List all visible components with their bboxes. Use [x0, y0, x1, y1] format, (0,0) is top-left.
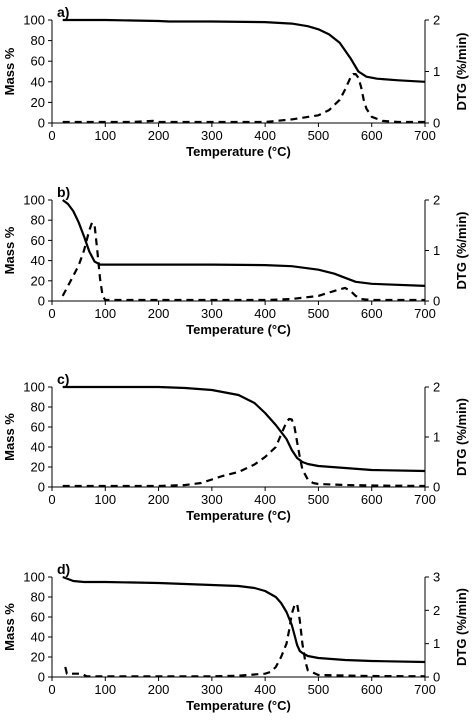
y-left-tick-label: 0 [38, 116, 45, 131]
x-tick-label: 100 [94, 306, 116, 321]
x-tick-label: 300 [201, 306, 223, 321]
y-left-tick-label: 100 [23, 570, 45, 585]
panel-label: a) [57, 4, 69, 20]
y-right-tick-label: 2 [433, 603, 440, 618]
y-left-tick-label: 40 [31, 630, 45, 645]
y-left-tick-label: 20 [31, 95, 45, 110]
y-left-tick-label: 20 [31, 650, 45, 665]
y-left-axis-title: Mass % [2, 413, 17, 461]
y-right-tick-label: 1 [433, 243, 440, 258]
x-axis-title: Temperature (°C) [186, 698, 291, 713]
y-left-tick-label: 80 [31, 590, 45, 605]
y-right-axis-title: DTG (%/min) [454, 398, 469, 476]
x-tick-label: 400 [254, 128, 276, 143]
mass-curve [62, 199, 426, 287]
panel-label: b) [57, 184, 70, 200]
x-tick-label: 100 [94, 128, 116, 143]
y-left-tick-label: 20 [31, 460, 45, 475]
y-right-tick-label: 3 [433, 570, 440, 585]
x-tick-label: 200 [148, 682, 170, 697]
y-left-axis-title: Mass % [2, 226, 17, 274]
x-tick-label: 0 [48, 682, 55, 697]
x-axis-title: Temperature (°C) [186, 508, 291, 523]
y-right-tick-label: 1 [433, 636, 440, 651]
y-left-tick-label: 100 [23, 193, 45, 208]
x-tick-label: 100 [94, 492, 116, 507]
x-tick-label: 700 [414, 306, 436, 321]
x-tick-label: 600 [361, 492, 383, 507]
x-tick-label: 0 [48, 306, 55, 321]
y-right-tick-label: 0 [433, 294, 440, 309]
mass-curve [62, 18, 426, 83]
y-left-tick-label: 40 [31, 74, 45, 89]
x-tick-label: 200 [148, 128, 170, 143]
x-tick-label: 300 [201, 128, 223, 143]
x-tick-label: 400 [254, 306, 276, 321]
y-right-axis-title: DTG (%/min) [454, 212, 469, 290]
y-right-axis-title: DTG (%/min) [454, 588, 469, 666]
y-right-tick-label: 0 [433, 116, 440, 131]
y-left-tick-label: 40 [31, 440, 45, 455]
x-tick-label: 500 [308, 128, 330, 143]
x-axis-title: Temperature (°C) [186, 144, 291, 159]
y-left-tick-label: 80 [31, 213, 45, 228]
dtg-curve [64, 602, 426, 678]
y-left-tick-label: 0 [38, 294, 45, 309]
x-tick-label: 300 [201, 492, 223, 507]
y-left-axis-title: Mass % [2, 603, 17, 651]
y-right-tick-label: 0 [433, 480, 440, 495]
panel-label: c) [57, 371, 69, 387]
y-left-tick-label: 60 [31, 610, 45, 625]
x-tick-label: 200 [148, 492, 170, 507]
dtg-curve [62, 72, 425, 124]
x-tick-label: 500 [308, 682, 330, 697]
y-left-tick-label: 0 [38, 670, 45, 685]
y-right-tick-label: 1 [433, 430, 440, 445]
panel-label: d) [57, 561, 70, 577]
dtg-curve [62, 417, 426, 488]
x-tick-label: 0 [48, 492, 55, 507]
x-tick-label: 600 [361, 682, 383, 697]
x-tick-label: 600 [361, 306, 383, 321]
x-tick-label: 600 [361, 128, 383, 143]
x-tick-label: 0 [48, 128, 55, 143]
x-axis-title: Temperature (°C) [186, 322, 291, 337]
y-left-tick-label: 0 [38, 480, 45, 495]
dtg-curve [61, 221, 425, 302]
x-tick-label: 300 [201, 682, 223, 697]
x-tick-label: 700 [414, 682, 436, 697]
y-right-axis-title: DTG (%/min) [454, 33, 469, 111]
y-left-tick-label: 60 [31, 233, 45, 248]
mass-curve [62, 385, 426, 473]
y-right-tick-label: 0 [433, 670, 440, 685]
mass-curve [62, 575, 426, 664]
x-tick-label: 100 [94, 682, 116, 697]
x-tick-label: 500 [308, 306, 330, 321]
y-left-tick-label: 40 [31, 253, 45, 268]
x-tick-label: 400 [254, 492, 276, 507]
y-right-tick-label: 1 [433, 64, 440, 79]
y-left-tick-label: 100 [23, 380, 45, 395]
y-left-tick-label: 100 [23, 13, 45, 28]
x-tick-label: 200 [148, 306, 170, 321]
x-tick-label: 700 [414, 492, 436, 507]
y-left-tick-label: 60 [31, 54, 45, 69]
y-left-tick-label: 60 [31, 420, 45, 435]
y-left-tick-label: 80 [31, 400, 45, 415]
y-left-tick-label: 80 [31, 33, 45, 48]
x-tick-label: 400 [254, 682, 276, 697]
x-tick-label: 700 [414, 128, 436, 143]
y-right-tick-label: 2 [433, 380, 440, 395]
y-left-axis-title: Mass % [2, 47, 17, 95]
y-left-tick-label: 20 [31, 273, 45, 288]
y-right-tick-label: 2 [433, 13, 440, 28]
x-tick-label: 500 [308, 492, 330, 507]
y-right-tick-label: 2 [433, 193, 440, 208]
